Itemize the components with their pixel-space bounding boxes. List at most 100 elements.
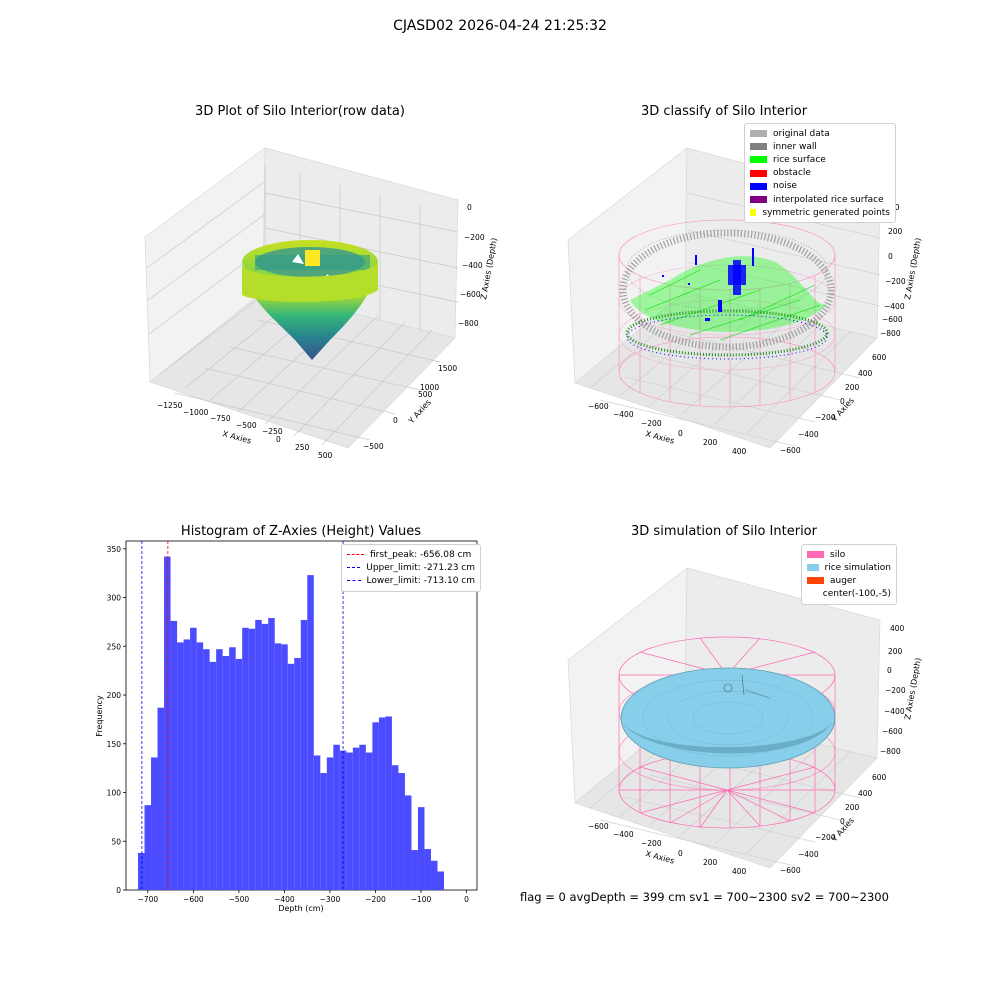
p4-xlabel: X Axies: [644, 849, 675, 865]
histogram-bar: [326, 757, 334, 890]
histogram-bar: [307, 575, 314, 890]
legend-item: noise: [750, 180, 890, 193]
hist-ytick-label: 350: [107, 545, 122, 554]
histogram-bar: [411, 850, 418, 890]
hist-ytick-label: 100: [107, 789, 122, 798]
p2-xtick: −400: [613, 410, 634, 419]
histogram-legend: first_peak: -656.08 cm Upper_limit: -271…: [341, 544, 481, 592]
p4-ytick: −400: [798, 850, 819, 859]
panel2-title: 3D classify of Silo Interior: [640, 104, 808, 119]
legend-label: center(-100,-5): [822, 589, 891, 600]
p2-ztick: −600: [882, 315, 903, 324]
histogram-bar: [281, 644, 288, 890]
histogram-bar: [274, 643, 282, 890]
histogram-bar: [242, 627, 249, 890]
histogram-bar: [144, 805, 152, 890]
p2-ztick: −400: [884, 302, 905, 311]
p4-ytick: 0: [840, 817, 845, 826]
panel2-legend: original data inner wall rice surface ob…: [744, 123, 896, 224]
hist-ytick-label: 150: [107, 740, 122, 749]
legend-swatch: [807, 564, 819, 572]
histogram-bar: [268, 618, 275, 890]
hist-xtick-label: 0: [464, 895, 469, 904]
histogram-bar: [385, 716, 392, 890]
p1-ztick: −200: [464, 233, 485, 242]
histogram-bar: [294, 657, 301, 890]
legend-item: Lower_limit: -713.10 cm: [347, 574, 475, 587]
legend-swatch: [807, 590, 817, 598]
p1-ytick: 500: [418, 390, 433, 399]
panel4-title: 3D simulation of Silo Interior: [631, 524, 817, 539]
figure-title: CJASD02 2026-04-24 21:25:32: [393, 18, 607, 34]
histogram-bar: [320, 773, 327, 890]
p4-ytick: −600: [780, 866, 801, 875]
p2-xtick: 400: [732, 447, 747, 456]
histogram-bar: [229, 647, 236, 890]
histogram-bar: [378, 717, 386, 890]
legend-label: auger: [830, 575, 857, 586]
p1-xtick: −250: [262, 427, 283, 436]
hist-xtick-label: −700: [138, 895, 159, 904]
legend-item: inner wall: [750, 140, 890, 153]
hist-ytick-label: 200: [107, 691, 122, 700]
p1-ztick: 0: [467, 203, 472, 212]
p4-ztick: −200: [885, 686, 906, 695]
p1-xtick: −1250: [157, 401, 183, 410]
legend-item: first_peak: -656.08 cm: [347, 548, 475, 561]
legend-line: [347, 554, 364, 556]
p4-xtick: −200: [641, 839, 662, 848]
p2-ytick: −400: [798, 430, 819, 439]
legend-label: rice surface: [773, 154, 826, 165]
hist-xtick-label: −500: [229, 895, 250, 904]
hist-ytick-label: 50: [111, 837, 121, 846]
legend-swatch: [750, 209, 757, 217]
legend-label: interpolated rice surface: [773, 194, 884, 205]
histogram-bar: [216, 649, 223, 890]
histogram-bar: [261, 623, 269, 890]
histogram-bar: [248, 628, 256, 890]
p1-xtick: −500: [236, 421, 257, 430]
histogram-bar: [339, 750, 347, 890]
legend-item: original data: [750, 127, 890, 140]
legend-item: symmetric generated points: [750, 206, 890, 219]
p4-ztick: −600: [882, 727, 903, 736]
p2-ytick: 400: [858, 369, 873, 378]
histogram-bar: [196, 642, 204, 890]
legend-line: [347, 580, 361, 582]
legend-item: auger: [807, 574, 891, 587]
legend-label: symmetric generated points: [762, 207, 890, 218]
p4-ztick: −400: [884, 707, 905, 716]
legend-label: original data: [773, 128, 830, 139]
histogram-bar: [170, 620, 178, 890]
p4-ytick: 600: [872, 773, 887, 782]
panel1-title: 3D Plot of Silo Interior(row data): [195, 104, 405, 119]
legend-item: silo: [807, 548, 891, 561]
p4-ytick: −200: [815, 833, 836, 842]
hist-xtick-label: −600: [183, 895, 204, 904]
p2-ztick: 0: [888, 252, 893, 261]
p4-xtick: 0: [678, 849, 683, 858]
p4-xtick: 400: [732, 867, 747, 876]
histogram-bar: [313, 755, 321, 890]
p2-ztick: −800: [880, 329, 901, 338]
histogram-bar: [300, 619, 308, 890]
histogram-bar: [391, 765, 399, 890]
p1-ztick: −800: [458, 319, 479, 328]
panel3-title: Histogram of Z-Axies (Height) Values: [180, 524, 422, 539]
hist-xlabel: Depth (cm): [278, 904, 323, 913]
histogram-bar: [352, 747, 360, 890]
status-line: flag = 0 avgDepth = 399 cm sv1 = 700~230…: [520, 890, 889, 904]
p1-ztick: −400: [462, 261, 483, 270]
histogram-bar: [177, 642, 184, 890]
p2-ytick: 600: [872, 353, 887, 362]
histogram-bar: [424, 849, 431, 890]
histogram-bar: [157, 707, 165, 890]
p4-xtick: −400: [613, 830, 634, 839]
p2-ytick: 0: [840, 397, 845, 406]
histogram-bar: [235, 658, 243, 890]
histogram-bar: [430, 860, 438, 890]
legend-label: Lower_limit: -713.10 cm: [366, 575, 475, 586]
p1-xtick: −750: [210, 414, 231, 423]
